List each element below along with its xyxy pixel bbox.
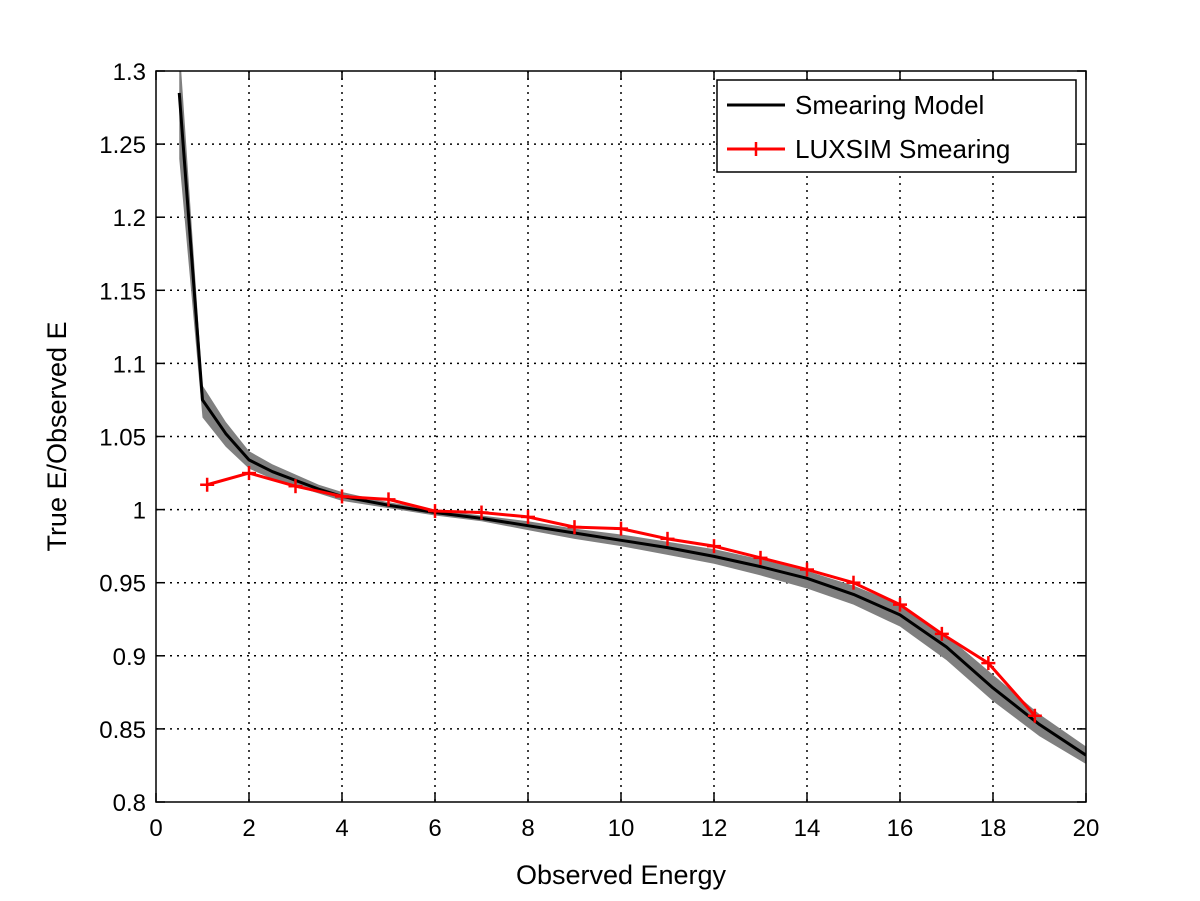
data-point [428,504,442,519]
x-tick-label: 6 [428,815,441,842]
y-tick-label: 0.95 [99,571,146,598]
y-tick-label: 1.1 [113,351,146,378]
data-point [1027,708,1042,723]
x-axis-label: Observed Energy [516,860,727,890]
y-tick-label: 1 [133,498,146,525]
legend-item-luxsim-smearing: LUXSIM Smearing [727,134,1010,164]
legend-item-smearing-model: Smearing Model [727,90,984,120]
uncertainty-band [179,71,1086,764]
uncertainty-bands [179,71,1086,764]
legend: Smearing Model LUXSIM Smearing [716,79,1077,173]
data-point [707,539,721,554]
x-tick-label: 20 [1073,815,1100,842]
data-point [753,550,768,565]
y-tick-label: 1.15 [99,278,146,305]
x-tick-label: 16 [887,815,914,842]
data-point [521,509,535,524]
grid [156,71,1086,802]
y-tick-label: 0.9 [113,644,146,671]
y-tick-label: 1.2 [113,205,146,232]
data-point [893,597,907,612]
x-tick-label: 0 [149,815,162,842]
x-tick-label: 10 [608,815,635,842]
data-point [242,466,256,481]
data-point [288,479,303,494]
data-point [614,521,628,536]
x-tick-label: 4 [335,815,348,842]
y-tick-label: 1.05 [99,425,146,452]
series-line-smearing-model [177,92,1086,757]
y-tick-label: 1.3 [113,59,146,86]
y-axis-label: True E/Observed E [42,321,72,551]
legend-box [716,79,1077,173]
data-point [335,489,349,504]
data-point [934,626,949,641]
y-tick-labels: 0.8 0.85 0.9 0.95 1 1.05 1.1 1.15 1.2 1.25 1.3 [99,59,146,817]
data-point [474,505,489,520]
x-tick-label: 2 [242,815,255,842]
data-point [381,492,396,507]
y-tick-label: 0.85 [99,717,146,744]
data-point [981,656,996,671]
x-tick-label: 8 [521,815,534,842]
x-tick-labels: 0 2 4 6 8 10 12 14 16 18 20 [149,815,1099,842]
ticks [155,70,1087,803]
data-point [567,520,582,535]
x-tick-label: 12 [701,815,728,842]
series-lines [177,92,1086,757]
legend-label: Smearing Model [795,90,984,120]
data-point [200,477,215,492]
y-tick-label: 1.25 [99,132,146,159]
x-tick-label: 14 [794,815,821,842]
data-point [660,531,675,546]
data-point [846,575,861,590]
x-tick-label: 18 [980,815,1007,842]
legend-label: LUXSIM Smearing [795,134,1010,164]
y-tick-label: 0.8 [113,790,146,817]
data-point [800,562,814,577]
